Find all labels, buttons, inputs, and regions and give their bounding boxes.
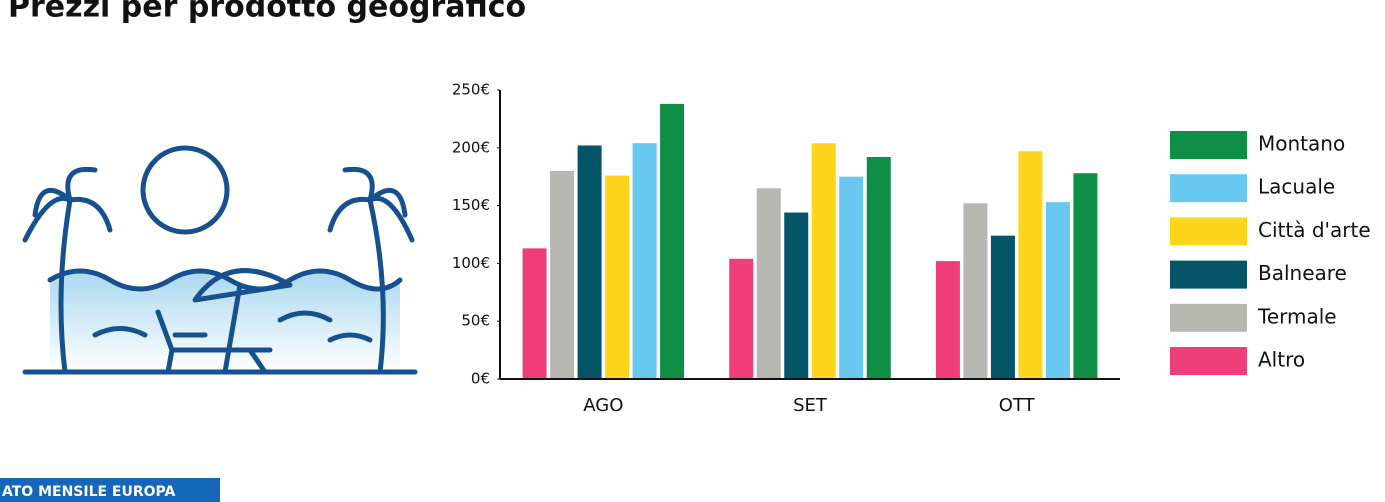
bar bbox=[990, 235, 1015, 379]
bar bbox=[660, 103, 685, 379]
bar bbox=[866, 157, 891, 379]
chart-title: Prezzi per prodotto geografico bbox=[8, 0, 526, 25]
legend-label: Termale bbox=[1257, 304, 1337, 328]
bar bbox=[1045, 202, 1070, 379]
x-tick-label: OTT bbox=[999, 395, 1036, 416]
legend-label: Montano bbox=[1258, 132, 1345, 156]
x-tick-label: AGO bbox=[583, 395, 623, 416]
legend-label: Lacuale bbox=[1258, 175, 1335, 199]
bar bbox=[963, 203, 988, 379]
footer-tag: ATO MENSILE EUROPA bbox=[0, 478, 220, 502]
bar bbox=[729, 258, 754, 379]
legend-swatch bbox=[1170, 131, 1247, 159]
legend-label: Balneare bbox=[1258, 261, 1347, 285]
bar bbox=[577, 145, 602, 379]
y-tick-label: 200€ bbox=[452, 138, 490, 156]
legend-swatch bbox=[1170, 347, 1247, 375]
bar bbox=[522, 248, 547, 379]
y-tick-label: 100€ bbox=[452, 254, 490, 272]
bar bbox=[935, 261, 960, 379]
footer-label: ATO MENSILE EUROPA bbox=[2, 484, 176, 500]
y-tick-label: 250€ bbox=[452, 81, 490, 99]
bar bbox=[839, 176, 864, 379]
bar bbox=[784, 212, 809, 379]
bar bbox=[605, 175, 630, 379]
legend-label: Città d'arte bbox=[1258, 218, 1371, 242]
bar bbox=[756, 188, 781, 379]
legend-swatch bbox=[1170, 174, 1247, 203]
legend-swatch bbox=[1170, 303, 1247, 332]
y-tick-label: 150€ bbox=[452, 196, 490, 214]
y-tick-label: 50€ bbox=[461, 312, 490, 330]
x-tick-label: SET bbox=[793, 395, 828, 416]
bar bbox=[632, 143, 657, 379]
bar bbox=[1018, 151, 1043, 379]
legend-swatch bbox=[1170, 217, 1247, 246]
legend-swatch bbox=[1170, 260, 1247, 289]
beach-illustration bbox=[22, 145, 418, 375]
bar bbox=[550, 170, 575, 379]
y-tick-label: 0€ bbox=[471, 370, 490, 388]
legend-label: Altro bbox=[1258, 348, 1305, 372]
bar bbox=[811, 143, 836, 379]
bar bbox=[1073, 173, 1098, 379]
